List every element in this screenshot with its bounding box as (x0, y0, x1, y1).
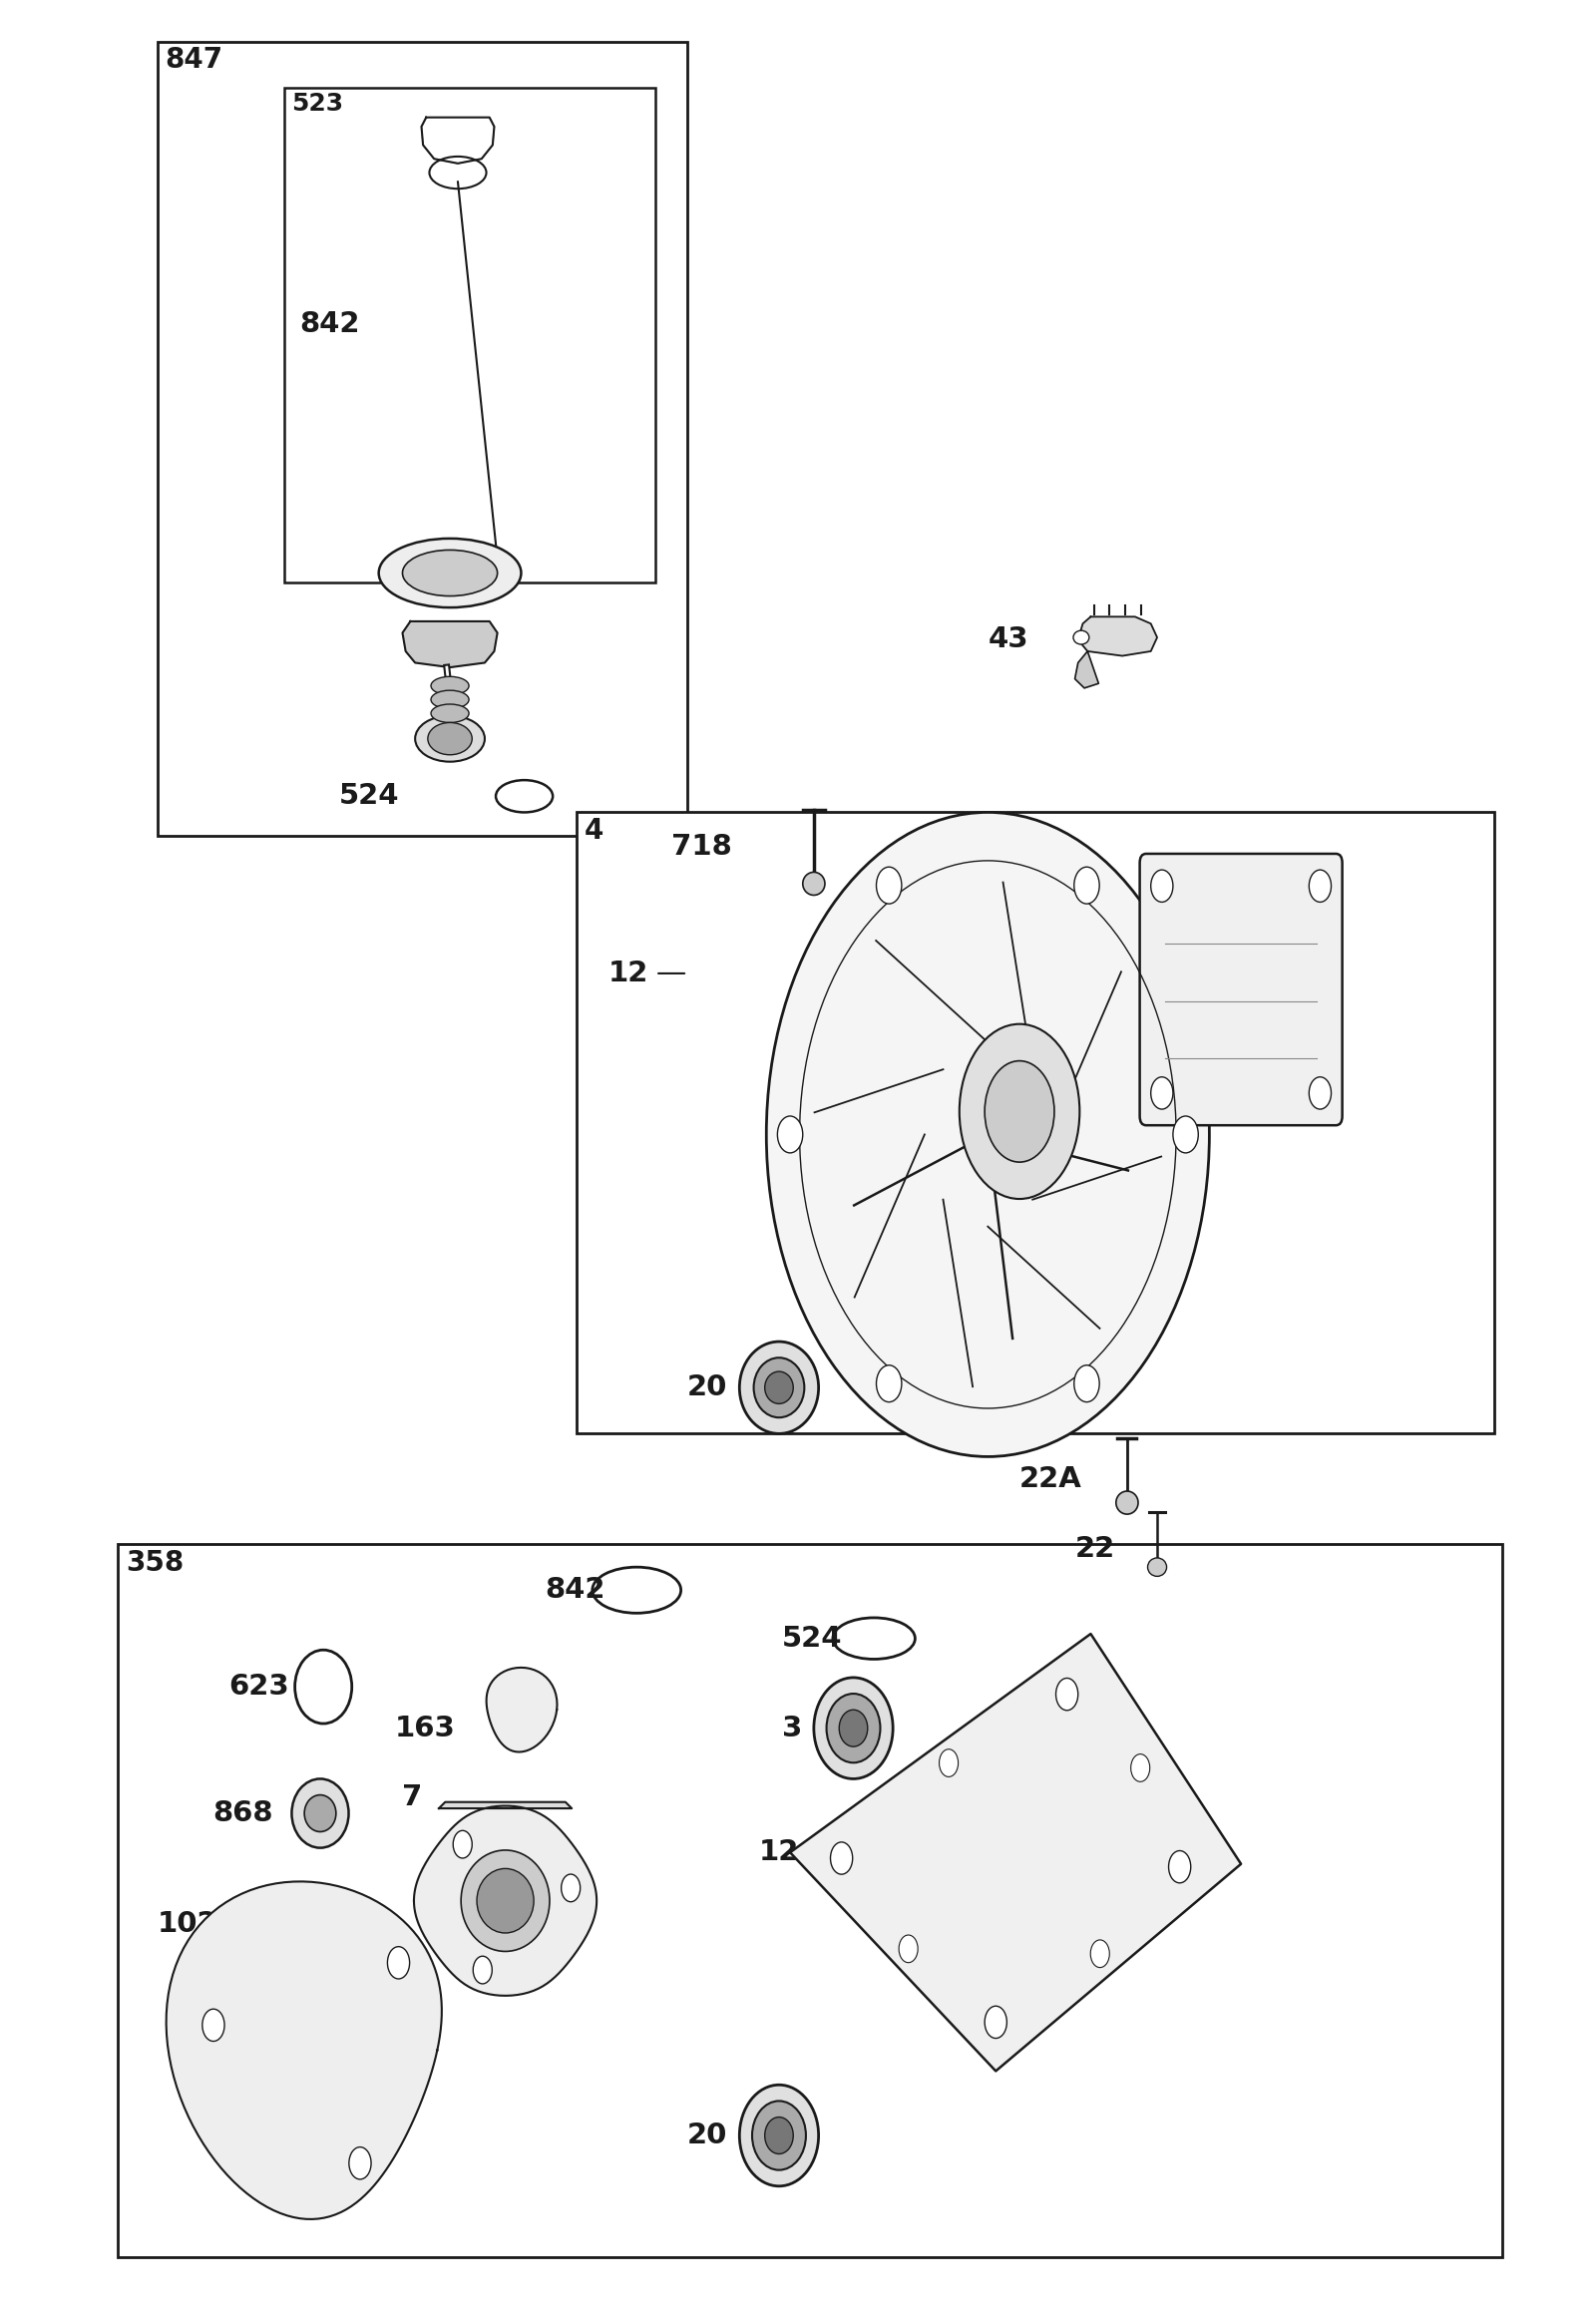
Ellipse shape (428, 722, 472, 755)
Ellipse shape (830, 1843, 852, 1875)
Text: 524: 524 (782, 1625, 843, 1653)
Ellipse shape (415, 715, 485, 762)
Ellipse shape (1057, 1678, 1077, 1711)
Ellipse shape (1173, 1116, 1199, 1153)
Text: 847: 847 (164, 46, 223, 74)
Text: 22A: 22A (1020, 1465, 1082, 1493)
FancyBboxPatch shape (1140, 854, 1342, 1125)
Ellipse shape (305, 1794, 337, 1831)
Text: 842: 842 (300, 310, 361, 338)
Text: 20: 20 (688, 1373, 728, 1401)
Ellipse shape (764, 2118, 793, 2153)
Text: 524: 524 (340, 782, 399, 810)
Bar (158, 42, 688, 836)
Bar (284, 88, 656, 581)
Polygon shape (790, 1634, 1242, 2072)
Ellipse shape (985, 1060, 1055, 1162)
Ellipse shape (1151, 1076, 1173, 1109)
Circle shape (766, 813, 1210, 1456)
Text: 43: 43 (988, 625, 1028, 653)
Ellipse shape (1132, 1755, 1149, 1783)
Text: 523: 523 (292, 93, 343, 116)
Ellipse shape (985, 2007, 1007, 2037)
Ellipse shape (350, 2146, 372, 2178)
Ellipse shape (1309, 870, 1331, 903)
Text: 842: 842 (544, 1577, 605, 1604)
Ellipse shape (827, 1695, 881, 1762)
Polygon shape (1074, 651, 1098, 688)
Ellipse shape (378, 539, 522, 607)
Ellipse shape (1168, 1850, 1191, 1882)
Bar (118, 1544, 1502, 2257)
Polygon shape (413, 1806, 597, 1996)
Ellipse shape (899, 1935, 918, 1963)
Text: 4: 4 (584, 817, 603, 845)
Ellipse shape (1074, 868, 1100, 903)
Text: 358: 358 (126, 1549, 184, 1577)
Ellipse shape (753, 1357, 804, 1417)
Ellipse shape (739, 1343, 819, 1433)
Ellipse shape (752, 2102, 806, 2169)
Polygon shape (439, 1801, 571, 1808)
Ellipse shape (292, 1778, 348, 1847)
Ellipse shape (461, 1850, 549, 1952)
Ellipse shape (803, 873, 825, 896)
Ellipse shape (388, 1947, 410, 1979)
Ellipse shape (562, 1875, 581, 1903)
Bar (576, 813, 1494, 1433)
Ellipse shape (1116, 1491, 1138, 1514)
Ellipse shape (876, 1366, 902, 1403)
Ellipse shape (1309, 1076, 1331, 1109)
Text: 623: 623 (228, 1674, 289, 1702)
Polygon shape (487, 1667, 557, 1752)
Text: 163: 163 (394, 1713, 455, 1743)
Ellipse shape (431, 676, 469, 694)
Polygon shape (421, 118, 495, 164)
Text: 12: 12 (608, 958, 648, 989)
Text: 868: 868 (212, 1799, 273, 1827)
Ellipse shape (472, 1956, 492, 1984)
Ellipse shape (814, 1678, 892, 1778)
Ellipse shape (876, 868, 902, 903)
Ellipse shape (1090, 1940, 1109, 1968)
Ellipse shape (431, 704, 469, 722)
Text: 3: 3 (782, 1713, 803, 1743)
Ellipse shape (477, 1868, 533, 1933)
Text: 7: 7 (402, 1783, 423, 1810)
Ellipse shape (431, 690, 469, 708)
Ellipse shape (203, 2009, 225, 2042)
Ellipse shape (1073, 630, 1088, 644)
Text: 12: 12 (758, 1838, 798, 1866)
Ellipse shape (1151, 870, 1173, 903)
Ellipse shape (764, 1370, 793, 1403)
Text: 1022: 1022 (158, 1910, 238, 1938)
Ellipse shape (959, 1023, 1079, 1199)
Ellipse shape (402, 551, 498, 595)
Polygon shape (1077, 616, 1157, 655)
Ellipse shape (1148, 1558, 1167, 1577)
Polygon shape (402, 620, 498, 667)
Ellipse shape (938, 1750, 958, 1778)
Ellipse shape (1074, 1366, 1100, 1403)
Text: 718: 718 (672, 833, 733, 861)
Ellipse shape (739, 2086, 819, 2185)
Ellipse shape (777, 1116, 803, 1153)
Ellipse shape (453, 1831, 472, 1859)
Polygon shape (166, 1882, 442, 2220)
Text: 22: 22 (1074, 1535, 1116, 1563)
Text: 20: 20 (688, 2121, 728, 2148)
Ellipse shape (839, 1711, 868, 1746)
